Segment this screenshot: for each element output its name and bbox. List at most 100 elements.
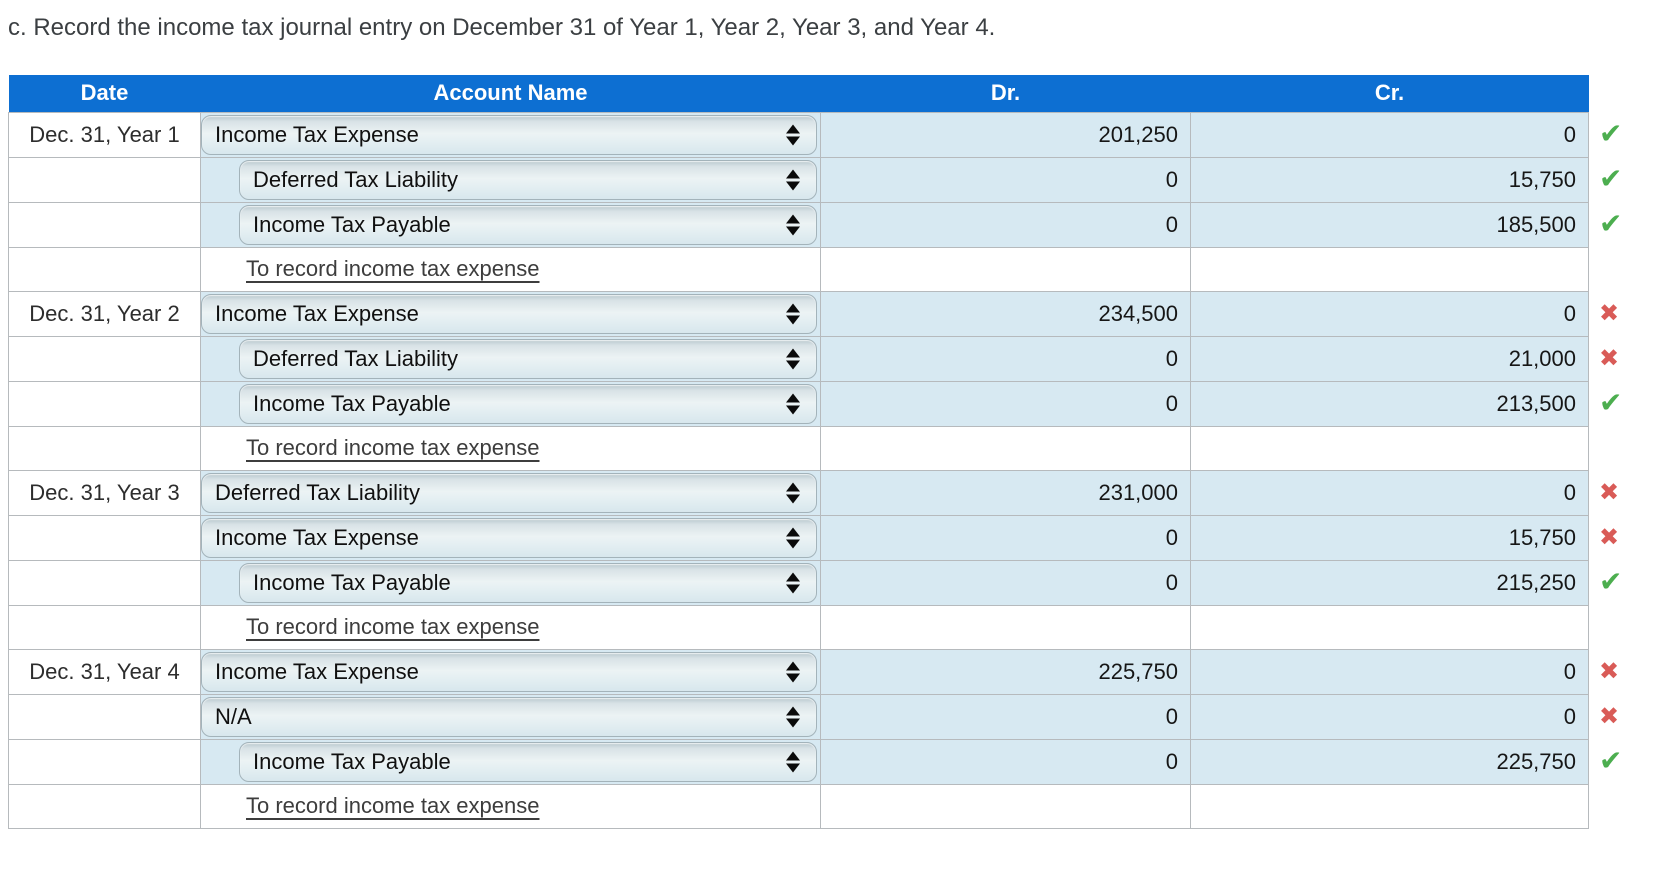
cr-cell-empty: [1190, 783, 1589, 829]
select-spinner-icon: [786, 751, 800, 772]
spinner-up-icon: [786, 706, 800, 715]
dr-amount-input[interactable]: 201,250: [820, 111, 1191, 158]
grading-mark-cell: ✔: [1588, 157, 1656, 202]
account-cell: Deferred Tax Liability: [200, 156, 821, 203]
date-cell: [8, 559, 201, 606]
correct-check-icon: ✔: [1599, 118, 1623, 149]
spinner-up-icon: [786, 348, 800, 357]
account-select-label: Income Tax Expense: [215, 300, 419, 326]
spinner-up-icon: [786, 527, 800, 536]
cr-amount-input[interactable]: 0: [1190, 469, 1589, 516]
cr-amount-input[interactable]: 21,000: [1190, 335, 1589, 382]
account-cell: Income Tax Payable: [200, 380, 821, 427]
account-select-label: Deferred Tax Liability: [215, 479, 421, 505]
select-spinner-icon: [786, 214, 800, 235]
dr-amount-input[interactable]: 0: [820, 738, 1191, 785]
memo-row: To record income tax expense: [8, 425, 1656, 471]
spinner-up-icon: [786, 482, 800, 491]
dr-amount-input[interactable]: 234,500: [820, 290, 1191, 337]
spinner-down-icon: [786, 405, 800, 414]
memo-text: To record income tax expense: [246, 256, 540, 281]
account-select[interactable]: Income Tax Expense: [201, 651, 817, 692]
account-cell: Income Tax Expense: [200, 648, 821, 695]
dr-amount-input[interactable]: 0: [820, 514, 1191, 561]
account-select-label: Deferred Tax Liability: [253, 345, 459, 371]
dr-amount-input[interactable]: 0: [820, 380, 1191, 427]
correct-check-icon: ✔: [1599, 387, 1623, 418]
cr-amount-input[interactable]: 215,250: [1190, 559, 1589, 606]
dr-amount-input[interactable]: 0: [820, 201, 1191, 248]
incorrect-x-icon: ✖: [1599, 523, 1620, 551]
dr-amount-input[interactable]: 231,000: [820, 469, 1191, 516]
correct-check-icon: ✔: [1599, 163, 1623, 194]
dr-cell-empty: [820, 425, 1191, 471]
account-select[interactable]: Income Tax Expense: [201, 517, 817, 558]
dr-amount-input[interactable]: 0: [820, 693, 1191, 740]
account-select-label: Income Tax Payable: [253, 569, 451, 595]
memo-cell: To record income tax expense: [200, 246, 821, 292]
dr-amount-input[interactable]: 0: [820, 156, 1191, 203]
col-header-cr: Cr.: [1190, 75, 1589, 112]
select-spinner-icon: [786, 124, 800, 145]
account-select[interactable]: Deferred Tax Liability: [201, 472, 817, 513]
mark-cell-empty: [1588, 605, 1656, 649]
account-select-label: Deferred Tax Liability: [253, 166, 459, 192]
account-cell: Deferred Tax Liability: [200, 469, 821, 516]
account-select[interactable]: N/A: [201, 696, 817, 737]
grading-mark-cell: ✖: [1588, 649, 1656, 694]
date-cell: Dec. 31, Year 2: [8, 290, 201, 337]
memo-row: To record income tax expense: [8, 783, 1656, 829]
grading-mark-cell: ✖: [1588, 291, 1656, 336]
spinner-down-icon: [786, 539, 800, 548]
account-select[interactable]: Income Tax Expense: [201, 293, 817, 334]
select-spinner-icon: [786, 706, 800, 727]
grading-mark-cell: ✔: [1588, 112, 1656, 157]
dr-amount-input[interactable]: 0: [820, 559, 1191, 606]
cr-amount-input[interactable]: 185,500: [1190, 201, 1589, 248]
account-select[interactable]: Income Tax Payable: [239, 383, 817, 424]
spinner-up-icon: [786, 572, 800, 581]
cr-amount-input[interactable]: 0: [1190, 693, 1589, 740]
date-cell: [8, 738, 201, 785]
date-cell: [8, 380, 201, 427]
spinner-up-icon: [786, 124, 800, 133]
memo-row: To record income tax expense: [8, 246, 1656, 292]
cr-amount-input[interactable]: 15,750: [1190, 514, 1589, 561]
mark-cell-empty: [1588, 784, 1656, 828]
dr-amount-input[interactable]: 0: [820, 335, 1191, 382]
memo-text: To record income tax expense: [246, 435, 540, 460]
account-cell: Deferred Tax Liability: [200, 335, 821, 382]
dr-amount-input[interactable]: 225,750: [820, 648, 1191, 695]
cr-amount-input[interactable]: 213,500: [1190, 380, 1589, 427]
date-cell-empty: [8, 425, 201, 471]
account-select[interactable]: Income Tax Payable: [239, 741, 817, 782]
incorrect-x-icon: ✖: [1599, 702, 1620, 730]
account-cell: Income Tax Payable: [200, 738, 821, 785]
date-cell: [8, 514, 201, 561]
spinner-down-icon: [786, 226, 800, 235]
account-select[interactable]: Income Tax Payable: [239, 562, 817, 603]
spinner-down-icon: [786, 494, 800, 503]
journal-entry-row: Income Tax Payable 0 215,250 ✔: [8, 559, 1656, 606]
journal-entry-row: Deferred Tax Liability 0 21,000 ✖: [8, 335, 1656, 382]
account-select[interactable]: Deferred Tax Liability: [239, 159, 817, 200]
journal-entry-row: Dec. 31, Year 2 Income Tax Expense 234,5…: [8, 290, 1656, 337]
col-header-account-name: Account Name: [200, 75, 821, 112]
account-select[interactable]: Deferred Tax Liability: [239, 338, 817, 379]
cr-amount-input[interactable]: 15,750: [1190, 156, 1589, 203]
cr-amount-input[interactable]: 0: [1190, 648, 1589, 695]
incorrect-x-icon: ✖: [1599, 344, 1620, 372]
grading-mark-cell: ✔: [1588, 202, 1656, 247]
select-spinner-icon: [786, 348, 800, 369]
mark-cell-empty: [1588, 247, 1656, 291]
account-select[interactable]: Income Tax Payable: [239, 204, 817, 245]
cr-amount-input[interactable]: 0: [1190, 290, 1589, 337]
grading-mark-cell: ✔: [1588, 381, 1656, 426]
date-cell-empty: [8, 783, 201, 829]
cr-amount-input[interactable]: 225,750: [1190, 738, 1589, 785]
account-select[interactable]: Income Tax Expense: [201, 114, 817, 155]
cr-amount-input[interactable]: 0: [1190, 111, 1589, 158]
account-cell: Income Tax Expense: [200, 111, 821, 158]
dr-cell-empty: [820, 604, 1191, 650]
grading-mark-cell: ✔: [1588, 560, 1656, 605]
